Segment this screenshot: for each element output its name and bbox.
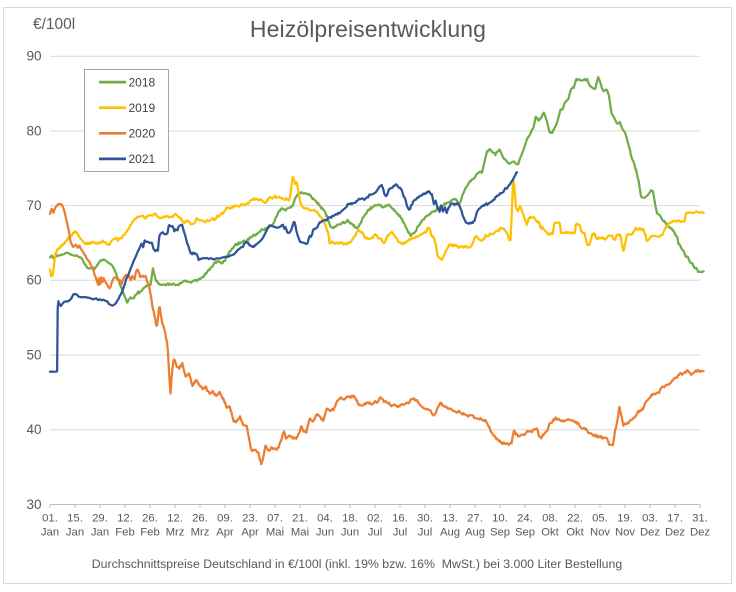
- svg-text:Nov: Nov: [615, 527, 635, 539]
- svg-text:Durchschnittspreise Deutschlan: Durchschnittspreise Deutschland in €/100…: [92, 557, 623, 571]
- svg-text:Mai: Mai: [291, 527, 309, 539]
- svg-text:2021: 2021: [129, 152, 156, 166]
- svg-text:Feb: Feb: [140, 527, 159, 539]
- svg-text:07.: 07.: [267, 513, 283, 525]
- svg-text:€/100l: €/100l: [33, 16, 75, 33]
- svg-text:17.: 17.: [667, 513, 683, 525]
- svg-text:02.: 02.: [367, 513, 383, 525]
- svg-text:Jun: Jun: [316, 527, 334, 539]
- svg-text:Dez: Dez: [665, 527, 685, 539]
- svg-text:90: 90: [26, 49, 41, 64]
- svg-text:Okt: Okt: [566, 527, 584, 539]
- svg-text:Okt: Okt: [541, 527, 559, 539]
- svg-text:01.: 01.: [42, 513, 58, 525]
- svg-text:30.: 30.: [417, 513, 433, 525]
- svg-text:04.: 04.: [317, 513, 333, 525]
- svg-text:Aug: Aug: [465, 527, 485, 539]
- svg-text:Sep: Sep: [490, 527, 510, 539]
- svg-text:15.: 15.: [67, 513, 83, 525]
- svg-text:Dez: Dez: [640, 527, 660, 539]
- svg-text:Dez: Dez: [690, 527, 710, 539]
- svg-text:30: 30: [26, 497, 41, 512]
- svg-text:18.: 18.: [342, 513, 358, 525]
- svg-text:31.: 31.: [692, 513, 708, 525]
- svg-text:Mai: Mai: [266, 527, 284, 539]
- svg-text:Mrz: Mrz: [191, 527, 210, 539]
- svg-text:26.: 26.: [142, 513, 158, 525]
- svg-text:Nov: Nov: [590, 527, 610, 539]
- svg-text:Jun: Jun: [341, 527, 359, 539]
- svg-text:Jul: Jul: [368, 527, 382, 539]
- svg-text:23.: 23.: [242, 513, 258, 525]
- svg-text:09.: 09.: [217, 513, 233, 525]
- svg-text:60: 60: [26, 273, 41, 288]
- svg-text:Aug: Aug: [440, 527, 460, 539]
- svg-text:22.: 22.: [567, 513, 583, 525]
- svg-text:03.: 03.: [642, 513, 658, 525]
- svg-text:08.: 08.: [542, 513, 558, 525]
- svg-text:29.: 29.: [92, 513, 108, 525]
- svg-text:27.: 27.: [467, 513, 483, 525]
- svg-text:50: 50: [26, 348, 41, 363]
- svg-text:2018: 2018: [129, 75, 156, 89]
- svg-text:16.: 16.: [392, 513, 408, 525]
- svg-text:Sep: Sep: [515, 527, 535, 539]
- svg-text:80: 80: [26, 123, 41, 138]
- svg-text:10.: 10.: [492, 513, 508, 525]
- svg-text:Jan: Jan: [91, 527, 109, 539]
- svg-text:Apr: Apr: [216, 527, 234, 539]
- svg-text:26.: 26.: [192, 513, 208, 525]
- svg-text:40: 40: [26, 422, 41, 437]
- svg-text:Heizölpreisentwicklung: Heizölpreisentwicklung: [250, 16, 486, 42]
- svg-text:70: 70: [26, 198, 41, 213]
- svg-text:Jan: Jan: [41, 527, 59, 539]
- svg-text:Feb: Feb: [115, 527, 134, 539]
- svg-text:21.: 21.: [292, 513, 308, 525]
- svg-text:Apr: Apr: [241, 527, 259, 539]
- svg-text:Jul: Jul: [418, 527, 432, 539]
- svg-text:2020: 2020: [129, 127, 156, 141]
- svg-text:24.: 24.: [517, 513, 533, 525]
- svg-text:Mrz: Mrz: [166, 527, 185, 539]
- svg-text:13.: 13.: [442, 513, 458, 525]
- svg-text:12.: 12.: [117, 513, 133, 525]
- svg-text:Jul: Jul: [393, 527, 407, 539]
- svg-text:2019: 2019: [129, 101, 156, 115]
- svg-text:19.: 19.: [617, 513, 633, 525]
- svg-text:05.: 05.: [592, 513, 608, 525]
- svg-text:Jan: Jan: [66, 527, 84, 539]
- svg-text:12.: 12.: [167, 513, 183, 525]
